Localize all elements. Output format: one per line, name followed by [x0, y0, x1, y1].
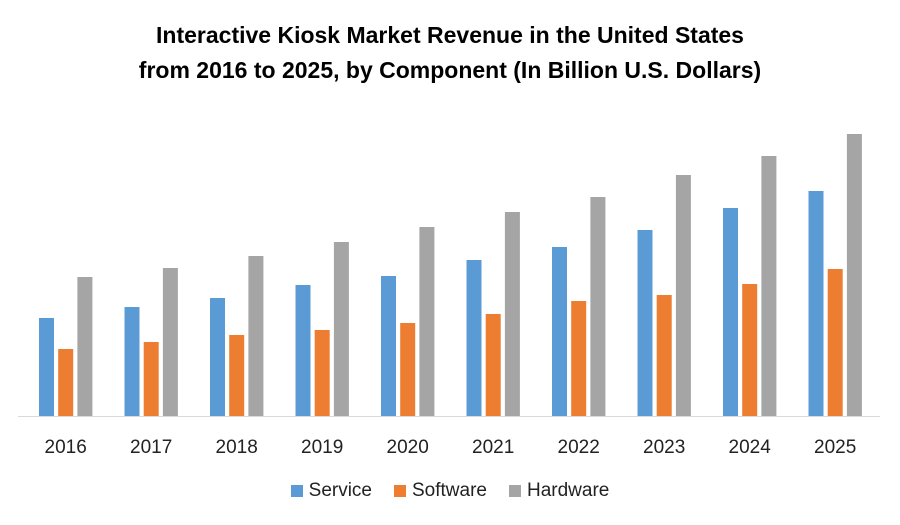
- chart-title-line2: from 2016 to 2025, by Component (In Bill…: [138, 57, 762, 83]
- bar-software-2025: [827, 269, 843, 416]
- x-tick-label: 2020: [387, 437, 429, 458]
- legend-label: Service: [308, 480, 372, 501]
- bar-software-2019: [314, 330, 330, 416]
- bar-software-2017: [143, 342, 159, 416]
- bar-software-2016: [58, 349, 74, 416]
- bar-hardware-2019: [333, 242, 349, 416]
- bar-hardware-2025: [846, 134, 862, 416]
- legend-swatch: [508, 485, 521, 497]
- bar-hardware-2024: [761, 156, 777, 416]
- legend-item-service: Service: [290, 480, 372, 502]
- x-tick-label: 2023: [643, 437, 685, 458]
- bar-software-2018: [229, 335, 245, 416]
- bar-hardware-2020: [419, 227, 435, 416]
- x-tick-label: 2019: [301, 437, 343, 458]
- x-tick-label: 2017: [130, 437, 172, 458]
- legend-swatch: [290, 485, 303, 497]
- bar-software-2023: [656, 295, 672, 416]
- bar-service-2022: [552, 247, 567, 416]
- bar-software-2024: [742, 284, 758, 416]
- bar-service-2016: [39, 318, 54, 416]
- bar-service-2024: [723, 208, 738, 416]
- bar-service-2017: [124, 307, 140, 416]
- x-tick-label: 2025: [814, 437, 856, 458]
- bar-hardware-2022: [590, 197, 606, 416]
- bar-service-2020: [381, 276, 396, 416]
- legend-swatch: [394, 485, 406, 497]
- bar-hardware-2017: [162, 268, 178, 416]
- bar-service-2025: [808, 191, 824, 416]
- bar-software-2020: [400, 323, 416, 416]
- x-tick-label: 2016: [45, 437, 87, 458]
- bar-hardware-2021: [504, 212, 520, 416]
- bar-service-2021: [466, 260, 482, 416]
- bar-service-2019: [295, 285, 311, 416]
- x-tick-label: 2021: [472, 437, 514, 458]
- x-tick-label: 2022: [558, 437, 600, 458]
- bar-software-2021: [485, 314, 501, 416]
- legend-item-software: Software: [394, 480, 487, 502]
- bar-service-2018: [210, 298, 225, 416]
- legend-item-hardware: Hardware: [508, 480, 610, 502]
- x-tick-label: 2024: [729, 437, 772, 458]
- bar-service-2023: [637, 230, 653, 416]
- bar-software-2022: [571, 301, 587, 416]
- legend-label: Hardware: [526, 480, 610, 501]
- legend: Service Software Hardware: [0, 480, 900, 502]
- bar-hardware-2016: [77, 277, 93, 416]
- x-tick-label: 2018: [216, 437, 258, 458]
- legend-label: Software: [412, 480, 487, 501]
- chart-title-line1: Interactive Kiosk Market Revenue in the …: [156, 22, 744, 48]
- bar-hardware-2018: [248, 256, 264, 416]
- bar-hardware-2023: [675, 175, 691, 416]
